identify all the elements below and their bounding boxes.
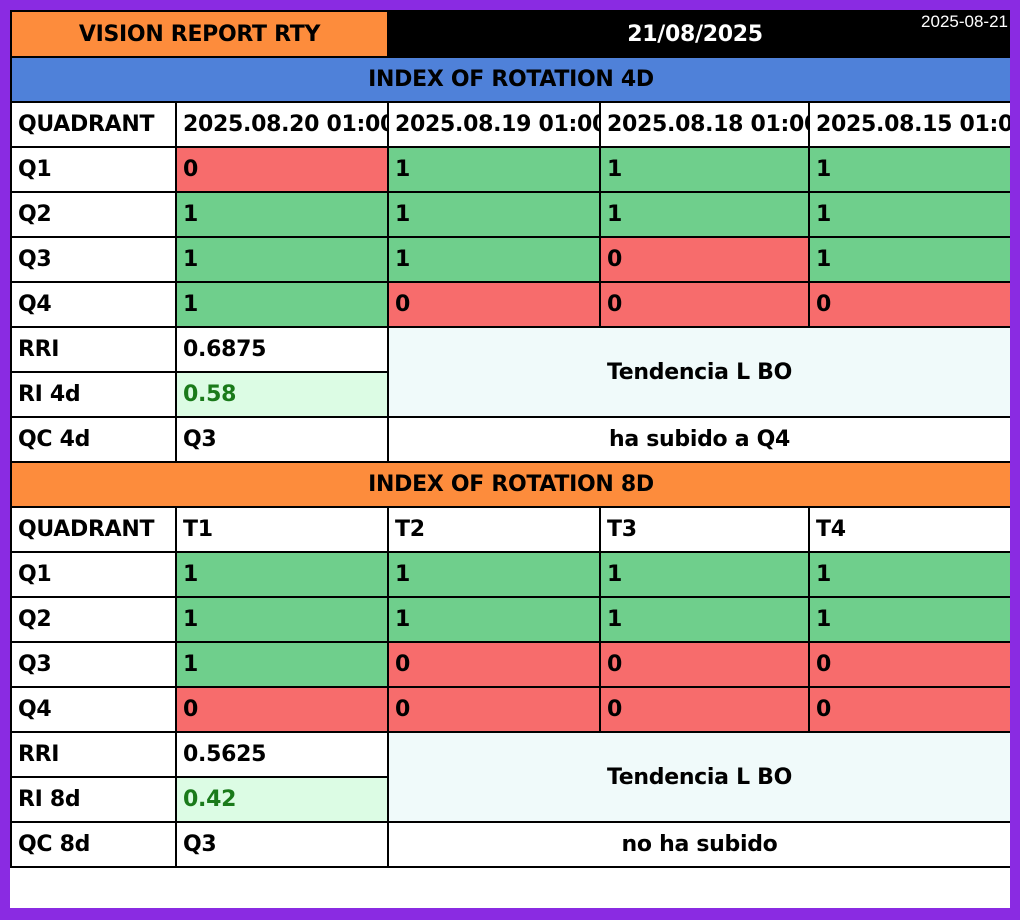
column-header: T3 [599,506,810,553]
rri-value: 0.6875 [175,326,389,373]
quadrant-value: 1 [387,236,601,283]
qc-label: QC 4d [10,416,177,463]
stamp-date: 2025-08-21 [921,12,1008,31]
section-4d-header-row: QUADRANT 2025.08.20 01:00 2025.08.19 01:… [10,101,1010,148]
quadrant-value: 0 [387,641,601,688]
report-sheet: VISION REPORT RTY 21/08/2025 INDEX OF RO… [10,10,1010,908]
column-header: 2025.08.20 01:00 [175,101,389,148]
quadrant-value: 1 [175,641,389,688]
trend-text: Tendencia L BO [386,731,1010,823]
table-row: Q3 1 1 0 1 [10,236,1010,283]
quadrant-value: 0 [387,281,601,328]
qc-note: ha subido a Q4 [386,416,1010,463]
quadrant-value: 0 [807,686,1010,733]
table-row: Q4 1 0 0 0 [10,281,1010,328]
quadrant-value: 0 [599,641,810,688]
quadrant-value: 0 [807,641,1010,688]
quadrant-value: 1 [599,191,810,238]
rri-value: 0.5625 [175,731,389,778]
quadrant-value: 0 [599,236,810,283]
table-row: Q2 1 1 1 1 [10,596,1010,643]
quadrant-value: 1 [807,551,1010,598]
ri-label: RI 4d [10,371,177,418]
column-header: 2025.08.15 01:00 [807,101,1010,148]
quadrant-value: 1 [599,551,810,598]
ri-value: 0.42 [175,776,389,823]
column-header: QUADRANT [10,101,177,148]
quadrant-label: Q2 [10,191,177,238]
quadrant-value: 1 [175,596,389,643]
quadrant-value: 1 [175,191,389,238]
section-4d-title-row: INDEX OF ROTATION 4D [10,56,1010,103]
column-header: T4 [807,506,1010,553]
ri-row: RI 4d 0.58 [10,371,1010,418]
quadrant-label: Q1 [10,551,177,598]
column-header: T2 [387,506,601,553]
quadrant-value: 1 [599,596,810,643]
quadrant-value: 1 [387,596,601,643]
rri-row: RRI 0.6875 Tendencia L BO [10,326,1010,418]
quadrant-value: 1 [175,551,389,598]
section-4d-title: INDEX OF ROTATION 4D [10,56,1010,103]
quadrant-value: 1 [807,236,1010,283]
qc-value: Q3 [175,821,389,868]
qc-note: no ha subido [386,821,1010,868]
quadrant-value: 1 [387,146,601,193]
quadrant-label: Q1 [10,146,177,193]
report-header-row: VISION REPORT RTY 21/08/2025 [10,10,1010,58]
section-8d-title: INDEX OF ROTATION 8D [10,461,1010,508]
report-date-cell: 21/08/2025 [386,10,1010,58]
quadrant-value: 0 [599,281,810,328]
quadrant-value: 0 [599,686,810,733]
qc-row: QC 4d Q3 ha subido a Q4 [10,416,1010,463]
rri-label: RRI [10,326,177,373]
qc-value: Q3 [175,416,389,463]
report-date: 21/08/2025 [627,21,763,47]
quadrant-value: 0 [175,146,389,193]
rri-label: RRI [10,731,177,778]
table-row: Q3 1 0 0 0 [10,641,1010,688]
ri-value: 0.58 [175,371,389,418]
section-8d-title-row: INDEX OF ROTATION 8D [10,461,1010,508]
trend-text: Tendencia L BO [386,326,1010,418]
quadrant-value: 1 [807,191,1010,238]
qc-label: QC 8d [10,821,177,868]
column-header: 2025.08.19 01:00 [387,101,601,148]
quadrant-value: 1 [599,146,810,193]
quadrant-value: 1 [807,146,1010,193]
column-header: QUADRANT [10,506,177,553]
vision-report-table: VISION REPORT RTY 21/08/2025 INDEX OF RO… [10,10,1010,868]
report-title: VISION REPORT RTY [10,10,389,58]
rri-row: RRI 0.5625 Tendencia L BO [10,731,1010,823]
ri-row: RI 8d 0.42 [10,776,1010,823]
quadrant-value: 1 [175,281,389,328]
table-row: Q2 1 1 1 1 [10,191,1010,238]
quadrant-label: Q4 [10,686,177,733]
quadrant-value: 1 [387,191,601,238]
ri-label: RI 8d [10,776,177,823]
table-row: Q1 1 1 1 1 [10,551,1010,598]
qc-row: QC 8d Q3 no ha subido [10,821,1010,868]
quadrant-value: 1 [807,596,1010,643]
quadrant-value: 0 [387,686,601,733]
quadrant-label: Q3 [10,641,177,688]
quadrant-value: 1 [387,551,601,598]
table-row: Q1 0 1 1 1 [10,146,1010,193]
quadrant-label: Q3 [10,236,177,283]
quadrant-label: Q4 [10,281,177,328]
quadrant-value: 0 [807,281,1010,328]
column-header: T1 [175,506,389,553]
quadrant-label: Q2 [10,596,177,643]
quadrant-value: 1 [175,236,389,283]
quadrant-value: 0 [175,686,389,733]
table-row: Q4 0 0 0 0 [10,686,1010,733]
section-8d-header-row: QUADRANT T1 T2 T3 T4 [10,506,1010,553]
column-header: 2025.08.18 01:00 [599,101,810,148]
